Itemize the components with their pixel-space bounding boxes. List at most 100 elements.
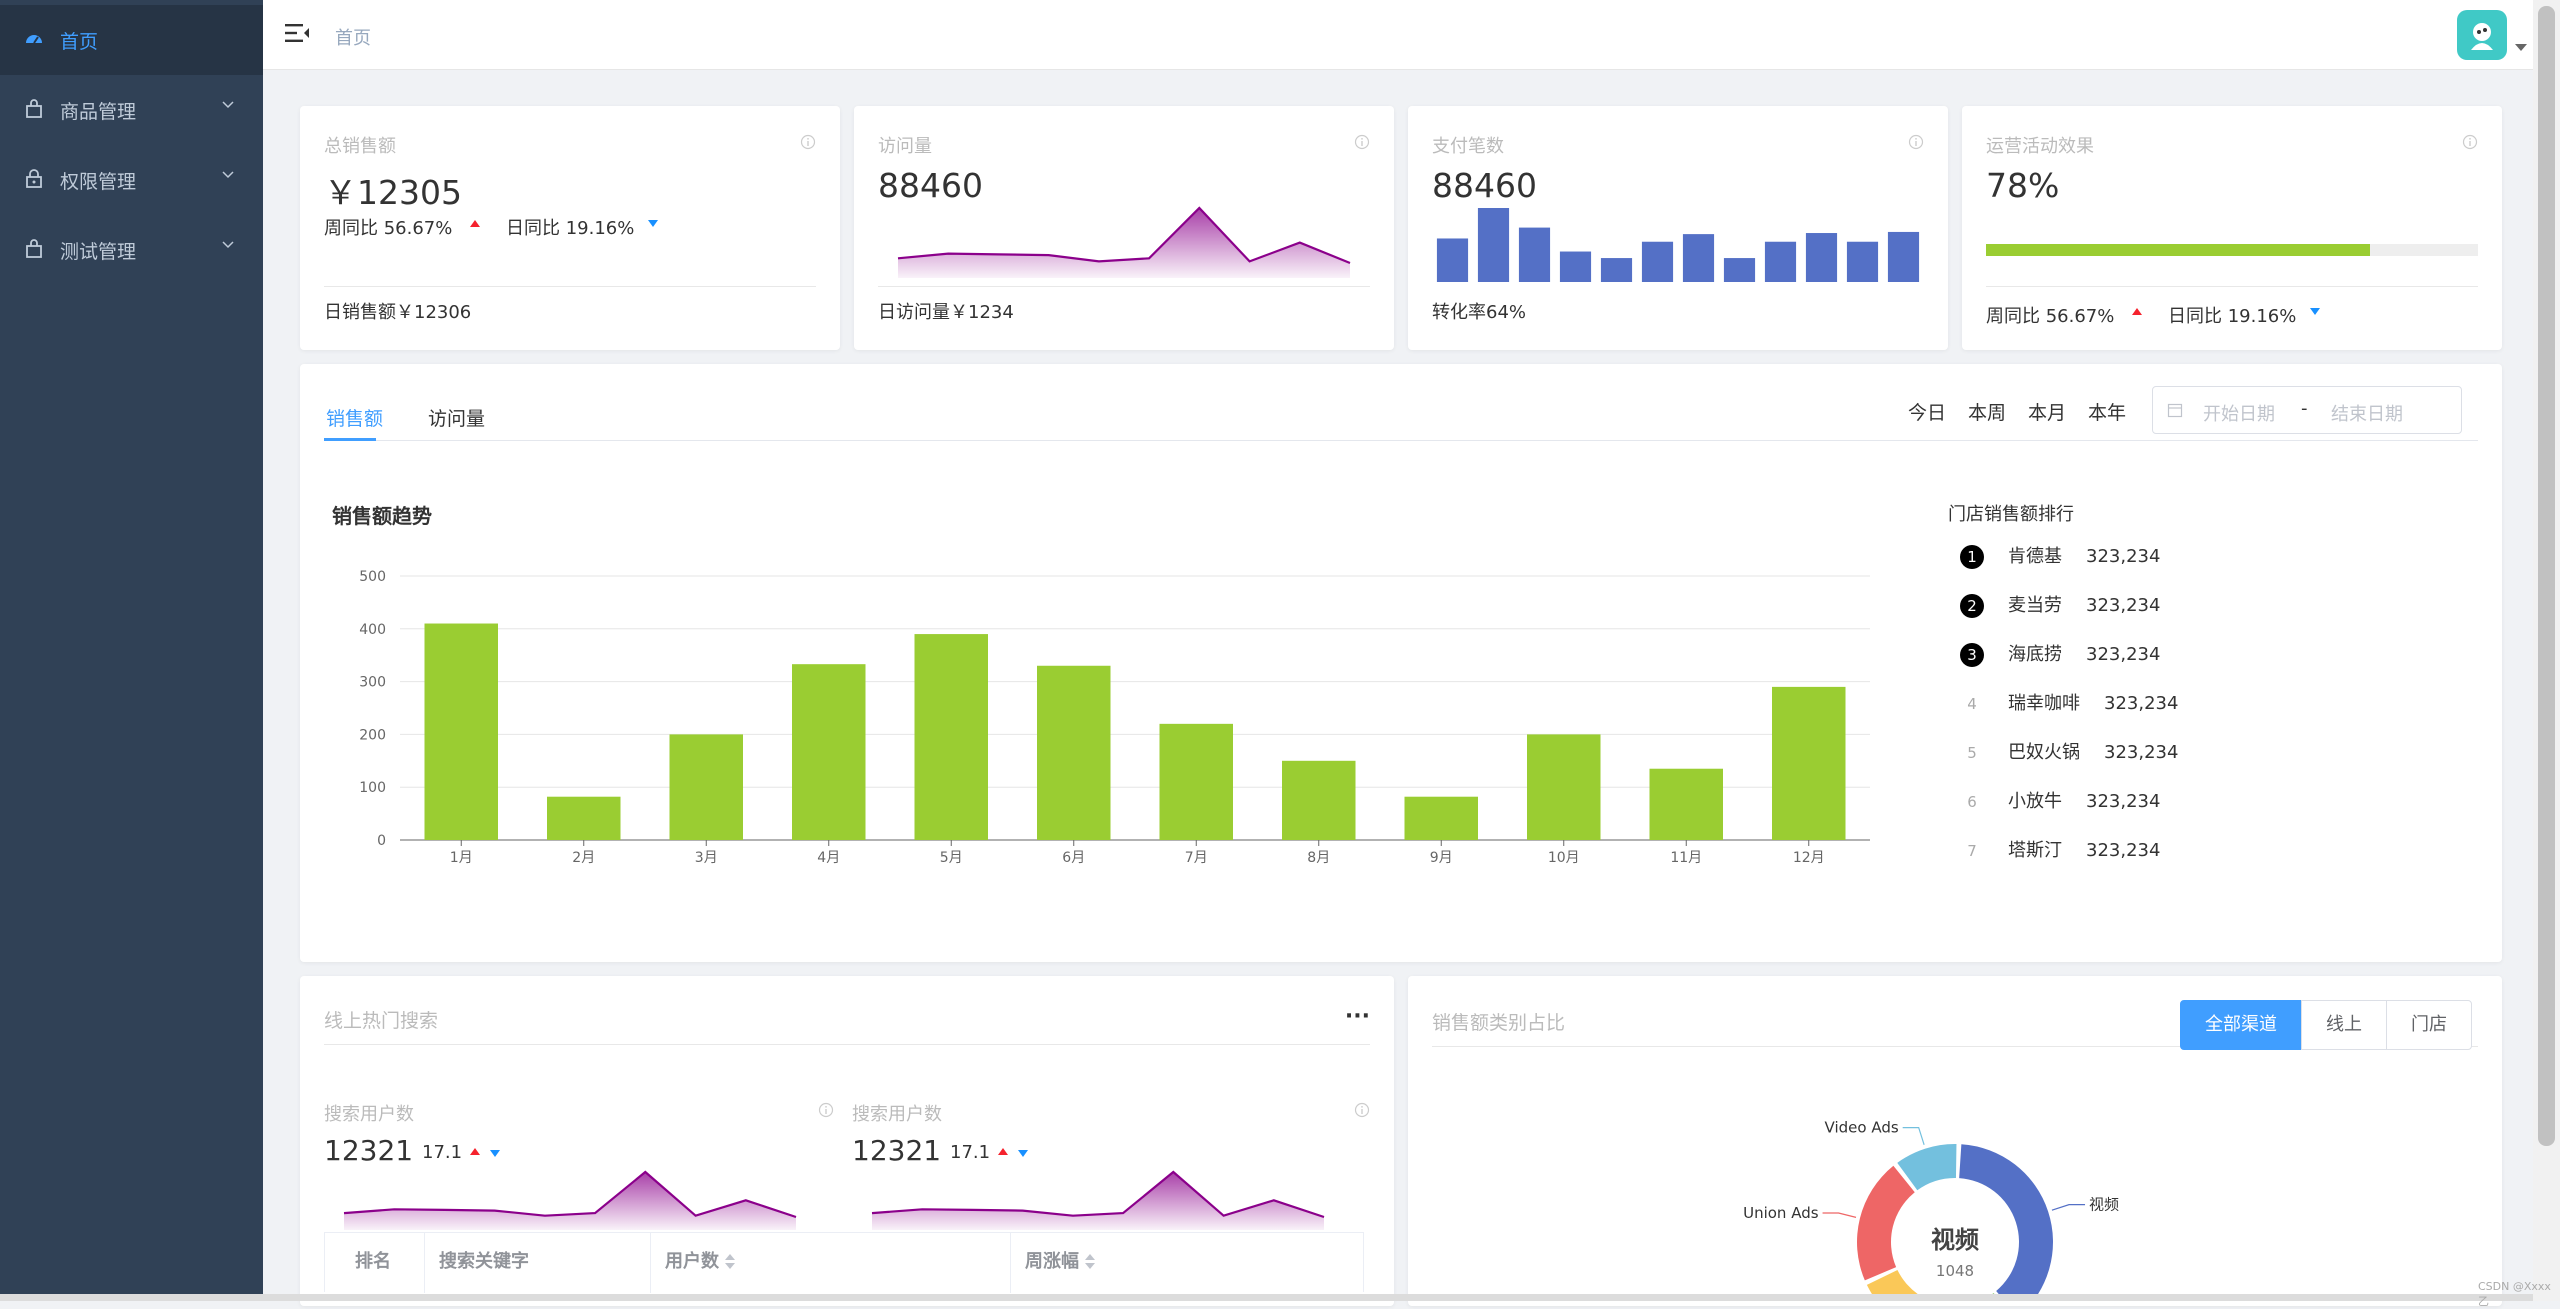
info-icon[interactable]: [1354, 134, 1370, 150]
stat-card-visits: 访问量 88460 日访问量￥1234: [854, 106, 1394, 350]
menu-fold-icon[interactable]: [285, 22, 309, 44]
bar[interactable]: [792, 664, 866, 840]
column-weekly-change[interactable]: 周涨幅: [1011, 1233, 1365, 1293]
trend-down-icon: [2310, 308, 2320, 315]
segment-all-channels[interactable]: 全部渠道: [2180, 1000, 2302, 1050]
chevron-down-icon: [222, 241, 234, 249]
pie-slice[interactable]: [1955, 1293, 2014, 1294]
avatar-dropdown-caret[interactable]: [2515, 44, 2527, 51]
sidebar-item-label: 首页: [60, 31, 99, 53]
bar[interactable]: [1772, 686, 1846, 840]
bar[interactable]: [1641, 241, 1674, 282]
ranking-name: 海底捞: [2008, 644, 2062, 665]
bar[interactable]: [1682, 234, 1715, 282]
series-line: [871, 1170, 1325, 1219]
x-tick-label: 2月: [572, 850, 595, 866]
sidebar-item-home[interactable]: 首页: [0, 5, 263, 75]
bar[interactable]: [1527, 734, 1601, 840]
search-users-value: 12321: [852, 1134, 942, 1167]
y-tick-label: 200: [359, 727, 386, 743]
sidebar-item-tests[interactable]: 测试管理: [0, 215, 263, 285]
category-share-card: 销售额类别占比 全部渠道 线上 门店: [1408, 976, 2502, 1306]
info-icon[interactable]: [800, 134, 816, 150]
info-icon[interactable]: [818, 1102, 834, 1118]
dashboard-icon: [26, 35, 42, 44]
tab-visits[interactable]: 访问量: [428, 408, 486, 430]
category-donut-chart: 视频 Union Ads Video Ads 视频 1048: [1743, 1119, 2119, 1294]
range-month[interactable]: 本月: [2028, 402, 2067, 424]
bar[interactable]: [1282, 760, 1356, 840]
sort-icon[interactable]: [1085, 1254, 1095, 1270]
date-end-input[interactable]: 结束日期: [2331, 404, 2403, 425]
bag-icon: [26, 99, 42, 118]
breadcrumb[interactable]: 首页: [335, 28, 371, 49]
range-today[interactable]: 今日: [1908, 402, 1947, 424]
bar[interactable]: [1846, 241, 1879, 282]
bar[interactable]: [1723, 258, 1756, 282]
ranking-number: 2: [1960, 594, 1984, 618]
range-week[interactable]: 本周: [1968, 402, 2007, 424]
bar[interactable]: [1887, 231, 1920, 282]
column-users[interactable]: 用户数: [651, 1233, 1011, 1293]
ranking-name: 肯德基: [2008, 546, 2062, 567]
stat-title: 运营活动效果: [1986, 136, 2094, 157]
bar[interactable]: [1764, 241, 1797, 282]
date-start-input[interactable]: 开始日期: [2203, 404, 2275, 425]
search-users-rate: 17.1: [422, 1142, 463, 1163]
tab-sales[interactable]: 销售额: [326, 408, 384, 430]
y-tick-label: 400: [359, 622, 386, 638]
column-rank: 排名: [325, 1233, 425, 1293]
bar[interactable]: [1649, 768, 1724, 840]
trend-up-icon: [2132, 308, 2142, 315]
segment-store[interactable]: 门店: [2386, 1000, 2472, 1050]
bar[interactable]: [1518, 227, 1551, 282]
bar[interactable]: [1559, 251, 1592, 282]
bar[interactable]: [1805, 233, 1838, 282]
day-compare: 日同比 19.16%: [2168, 306, 2297, 327]
more-icon[interactable]: ···: [1344, 1004, 1370, 1029]
stat-value: 88460: [878, 166, 983, 205]
ranking-name: 麦当劳: [2008, 595, 2062, 616]
tab-divider: [324, 440, 2478, 441]
info-icon[interactable]: [1908, 134, 1924, 150]
ranking-name: 巴奴火锅: [2008, 742, 2080, 763]
bar[interactable]: [1159, 723, 1234, 840]
range-year[interactable]: 本年: [2088, 402, 2127, 424]
scrollbar-thumb[interactable]: [2538, 6, 2555, 1146]
ranking-value: 323,234: [2086, 595, 2161, 616]
bar[interactable]: [669, 734, 744, 840]
date-separator: -: [2301, 398, 2308, 419]
x-tick-label: 8月: [1307, 850, 1330, 866]
info-icon[interactable]: [1354, 1102, 1370, 1118]
divider: [324, 286, 816, 287]
ranking-title: 门店销售额排行: [1948, 504, 2074, 525]
date-range-picker[interactable]: 开始日期 - 结束日期: [2152, 386, 2462, 434]
bar[interactable]: [1477, 208, 1510, 282]
bar[interactable]: [914, 634, 989, 840]
calendar-icon: [2167, 403, 2183, 418]
bar[interactable]: [547, 796, 621, 840]
pie-slice[interactable]: [1857, 1165, 1915, 1281]
bar[interactable]: [1600, 258, 1633, 282]
bar[interactable]: [1436, 238, 1469, 282]
bar[interactable]: [1037, 665, 1111, 840]
segment-online[interactable]: 线上: [2301, 1000, 2387, 1050]
ranking-item: 3 海底捞 323,234: [1960, 640, 2160, 667]
pie-slice[interactable]: [1897, 1144, 1957, 1191]
avatar[interactable]: [2457, 10, 2507, 60]
week-compare: 周同比 56.67%: [1986, 306, 2115, 327]
y-tick-label: 300: [359, 675, 386, 691]
info-icon[interactable]: [2462, 134, 2478, 150]
bar[interactable]: [1404, 796, 1479, 840]
sidebar-item-permissions[interactable]: 权限管理: [0, 145, 263, 215]
sort-icon[interactable]: [725, 1254, 735, 1270]
pie-slice[interactable]: [1959, 1144, 2053, 1294]
ranking-item: 7 塔斯汀 323,234: [1960, 836, 2160, 863]
pie-slice[interactable]: [1866, 1270, 1952, 1294]
stat-value: 88460: [1432, 166, 1537, 205]
ranking-number: 1: [1960, 545, 1984, 569]
sidebar-item-products[interactable]: 商品管理: [0, 75, 263, 145]
payments-bar-chart: [1436, 208, 1920, 282]
bar[interactable]: [424, 623, 499, 840]
week-compare: 周同比 56.67%: [324, 218, 453, 239]
